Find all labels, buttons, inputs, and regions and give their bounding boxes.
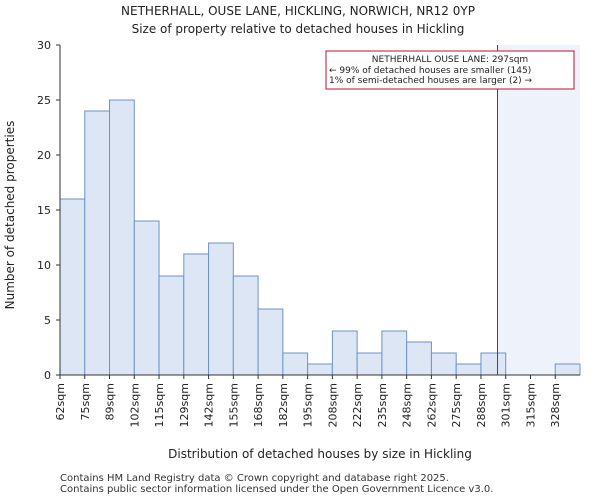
y-tick-label: 10 <box>37 259 51 272</box>
x-tick-label: 195sqm <box>302 383 315 427</box>
y-tick-label: 0 <box>44 369 51 382</box>
x-tick-label: 248sqm <box>401 383 414 427</box>
x-tick-label: 301sqm <box>500 383 513 427</box>
x-tick-label: 288sqm <box>475 383 488 427</box>
x-tick-label: 168sqm <box>252 383 265 427</box>
x-tick-label: 142sqm <box>203 383 216 427</box>
histogram-bar <box>84 110 111 376</box>
histogram-bar <box>430 352 457 376</box>
x-tick-label: 155sqm <box>227 383 240 427</box>
x-tick-label: 102sqm <box>128 383 141 427</box>
histogram-bar <box>133 220 160 376</box>
histogram-bar <box>455 363 482 376</box>
annotation-box: NETHERHALL OUSE LANE: 297sqm ← 99% of de… <box>325 50 575 90</box>
x-tick-label: 62sqm <box>54 383 67 420</box>
histogram-bar <box>406 341 432 376</box>
histogram-bar <box>282 352 309 376</box>
x-tick-label: 275sqm <box>450 383 463 427</box>
x-tick-label: 315sqm <box>524 383 537 427</box>
footer-credit-1: Contains HM Land Registry data © Crown c… <box>60 473 449 484</box>
histogram-bar <box>307 363 333 376</box>
y-tick-label: 15 <box>37 204 51 217</box>
annotation-line-2: ← 99% of detached houses are smaller (14… <box>329 66 531 76</box>
y-tick-label: 5 <box>44 314 51 327</box>
x-tick-label: 235sqm <box>376 383 389 427</box>
histogram-bar <box>331 330 358 376</box>
x-tick-label: 75sqm <box>79 383 92 420</box>
histogram-bar <box>554 363 581 376</box>
annotation-line-1: NETHERHALL OUSE LANE: 297sqm <box>372 55 528 65</box>
y-tick-label: 20 <box>37 149 51 162</box>
x-tick-label: 262sqm <box>425 383 438 427</box>
x-tick-label: 328sqm <box>549 383 562 427</box>
y-axis-label: Number of detached properties <box>3 121 17 310</box>
histogram-bar <box>480 352 507 376</box>
histogram-bar <box>356 352 383 376</box>
histogram-bar <box>232 275 259 376</box>
chart-subtitle: Size of property relative to detached ho… <box>132 22 465 36</box>
annotation-line-3: 1% of semi-detached houses are larger (2… <box>329 76 533 86</box>
histogram-bar <box>109 99 135 376</box>
y-tick-label: 25 <box>37 94 51 107</box>
x-tick-label: 222sqm <box>351 383 364 427</box>
chart-title: NETHERHALL, OUSE LANE, HICKLING, NORWICH… <box>121 4 475 18</box>
plot-area: 0 5 10 15 20 25 30 62sqm 75sqm 89sqm 102sqm 115sqm 1… <box>37 39 581 427</box>
histogram-bar <box>257 308 284 376</box>
x-tick-label: 182sqm <box>277 383 290 427</box>
histogram-bar <box>158 275 185 376</box>
histogram-bar <box>183 253 210 376</box>
histogram-bar <box>59 198 86 376</box>
histogram-bar <box>208 242 234 376</box>
x-axis-label: Distribution of detached houses by size … <box>168 447 472 461</box>
footer-credit-2: Contains public sector information licen… <box>60 484 494 495</box>
x-tick-label: 115sqm <box>153 383 166 427</box>
x-tick-label: 89sqm <box>104 383 117 420</box>
y-tick-label: 30 <box>37 39 51 52</box>
marker-shade-region <box>497 45 580 375</box>
histogram-bar <box>381 330 408 376</box>
x-tick-label: 129sqm <box>178 383 191 427</box>
x-tick-label: 208sqm <box>326 383 339 427</box>
